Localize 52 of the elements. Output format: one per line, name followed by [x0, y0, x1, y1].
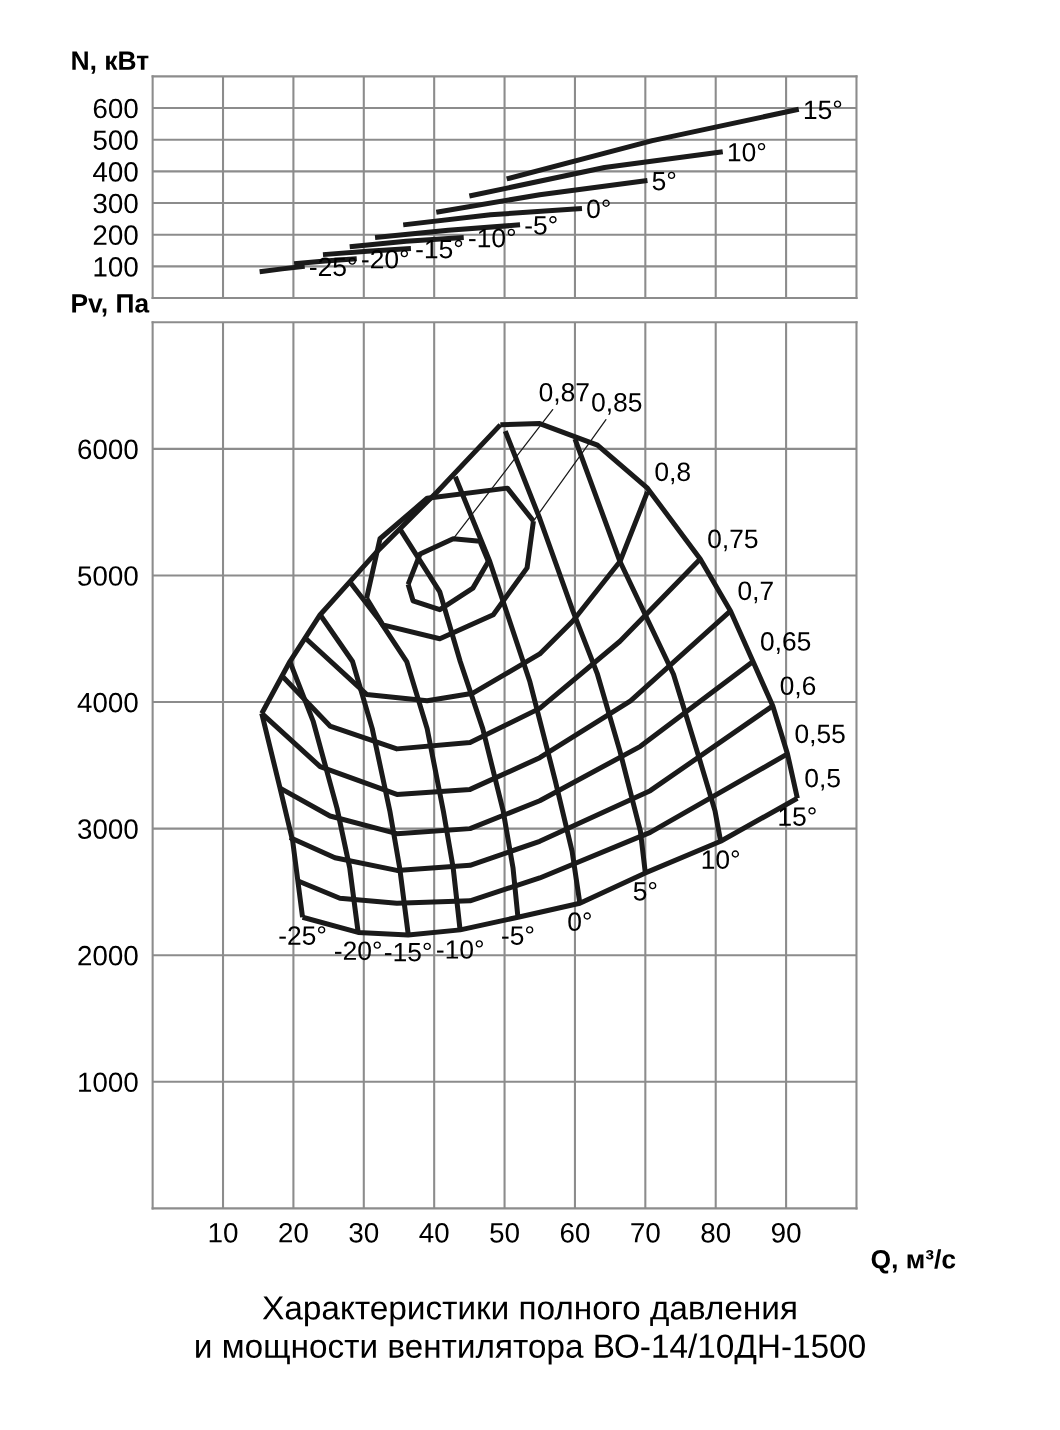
y-axis-title: Pv, Па — [72, 294, 150, 317]
series-label: 0° — [568, 912, 591, 932]
x-tick-label: 40 — [419, 1222, 449, 1243]
series-label: -10° — [437, 940, 483, 959]
series-label: 0,8 — [655, 462, 690, 485]
series-label: -25° — [310, 257, 356, 277]
series-label: 10° — [728, 142, 766, 162]
series-label: 5° — [652, 171, 676, 191]
y-tick-label: 6000 — [78, 439, 138, 460]
x-tick-label: 80 — [701, 1222, 731, 1243]
series-label: -10° — [469, 228, 516, 248]
series-label: 15° — [779, 807, 816, 826]
y-tick-label: 2000 — [78, 945, 138, 966]
series-label: 0,5 — [805, 768, 840, 791]
y-tick-label: 1000 — [79, 1072, 138, 1093]
x-tick-label: 50 — [490, 1222, 519, 1243]
series-label: 0° — [587, 199, 610, 219]
y-tick-label: 4000 — [77, 692, 138, 713]
x-axis-title: Q, м³/с — [871, 1249, 956, 1274]
series-label: -20° — [334, 941, 381, 961]
y-tick-label: 300 — [93, 193, 138, 214]
series-label: 0,6 — [780, 676, 816, 699]
y-tick-label: 500 — [93, 130, 138, 151]
series-label: 0,65 — [760, 632, 811, 654]
series-label: 0,7 — [738, 581, 773, 604]
y-tick-label: 600 — [93, 98, 138, 119]
text: Характеристики полного давления и мощности вентилятора ВО-14/10ДН-1500 — [196, 1296, 865, 1365]
series-label: -15° — [416, 239, 463, 259]
series-label: -5° — [525, 216, 557, 235]
x-tick-label: 90 — [771, 1222, 801, 1243]
y-axis-title: N, кВт — [72, 51, 149, 74]
series-label: 10° — [702, 850, 740, 869]
x-tick-label: 70 — [631, 1222, 660, 1243]
y-tick-label: 100 — [94, 257, 138, 277]
series-label: 0,75 — [708, 529, 758, 552]
series-label: 0,55 — [795, 724, 845, 747]
x-tick-label: 20 — [279, 1222, 308, 1243]
series-label: 5° — [633, 881, 657, 901]
y-tick-label: 3000 — [78, 819, 138, 839]
annotation: 0,87 — [539, 382, 589, 405]
series-label: -20° — [362, 249, 409, 269]
y-tick-label: 400 — [93, 162, 138, 182]
y-tick-label: 200 — [93, 225, 138, 246]
y-tick-label: 5000 — [78, 566, 138, 586]
annotation: 0,85 — [592, 392, 642, 415]
series-label: -15° — [384, 942, 431, 962]
x-tick-label: 30 — [349, 1222, 379, 1243]
series-label: 15° — [804, 100, 842, 120]
series-label: -5° — [502, 926, 534, 945]
series-label: -25° — [279, 926, 326, 945]
x-tick-label: 60 — [560, 1222, 590, 1243]
x-tick-label: 10 — [209, 1222, 238, 1243]
